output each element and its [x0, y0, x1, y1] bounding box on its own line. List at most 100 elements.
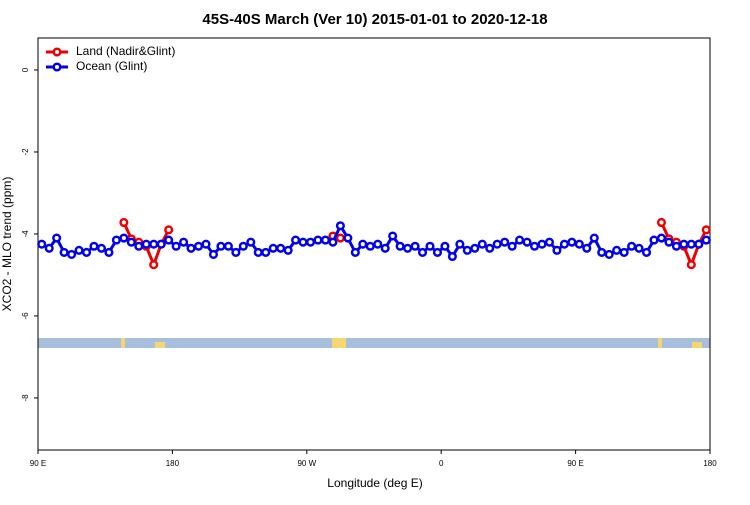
data-point — [193, 241, 204, 251]
data-point — [305, 237, 316, 247]
data-point — [111, 235, 121, 245]
data-point — [223, 241, 233, 251]
chart-title: 45S-40S March (Ver 10) 2015-01-01 to 202… — [202, 11, 547, 28]
y-tick-label: -6 — [21, 312, 30, 320]
y-tick-label: -2 — [21, 148, 30, 156]
data-point — [171, 241, 181, 251]
legend-label: Land (Nadir&Glint) — [76, 44, 175, 58]
data-point — [283, 245, 293, 255]
data-point — [335, 221, 345, 231]
data-point — [485, 243, 495, 253]
data-point — [119, 217, 129, 228]
land-patch — [658, 338, 662, 348]
data-point — [567, 237, 577, 247]
data-point — [395, 241, 405, 251]
data-point — [358, 239, 368, 249]
data-point — [44, 243, 54, 253]
data-point — [627, 241, 637, 251]
data-point — [432, 247, 443, 257]
x-axis-label: Longitude (deg E) — [327, 476, 422, 490]
data-point — [186, 243, 196, 253]
data-point — [417, 247, 428, 257]
data-point — [59, 247, 69, 257]
data-point — [574, 239, 584, 249]
data-point — [335, 233, 345, 243]
data-point — [126, 237, 136, 247]
data-point — [589, 233, 599, 243]
y-tick-label: 0 — [21, 67, 30, 72]
data-point — [253, 247, 263, 257]
data-point — [612, 245, 622, 255]
data-point — [134, 241, 144, 251]
data-point — [164, 225, 174, 235]
data-point — [141, 239, 151, 249]
data-point — [671, 241, 681, 251]
data-point — [515, 235, 525, 245]
data-point — [67, 249, 77, 260]
data-point — [462, 245, 472, 255]
data-point — [52, 233, 62, 243]
data-point — [470, 243, 480, 253]
data-point — [507, 241, 517, 251]
data-point — [552, 245, 562, 255]
data-point — [500, 237, 510, 247]
data-point — [291, 235, 301, 245]
data-point — [164, 235, 174, 245]
data-point — [388, 231, 398, 241]
data-point — [440, 241, 450, 251]
data-point — [365, 241, 375, 251]
data-point — [320, 235, 331, 245]
data-point — [619, 247, 629, 257]
data-point — [492, 239, 502, 249]
x-tick-label: 180 — [703, 459, 717, 468]
data-point — [410, 241, 420, 251]
data-point — [537, 239, 547, 249]
x-tick-label: 90 E — [567, 459, 583, 468]
data-point — [455, 239, 465, 249]
data-point — [201, 239, 211, 249]
x-tick-label: 0 — [439, 459, 444, 468]
data-point — [149, 239, 159, 249]
data-point — [96, 243, 107, 253]
x-tick-label: 90 W — [297, 459, 316, 468]
data-point — [268, 243, 278, 253]
data-point — [649, 235, 659, 245]
data-point — [37, 239, 47, 249]
data-point — [231, 247, 241, 257]
data-point — [522, 237, 532, 247]
land-patch — [121, 338, 125, 348]
legend-label: Ocean (Glint) — [76, 59, 147, 73]
legend-marker — [52, 47, 62, 57]
data-point — [261, 247, 271, 257]
data-point — [81, 247, 92, 257]
data-point — [313, 235, 323, 245]
data-point — [559, 239, 569, 249]
data-point — [701, 235, 711, 245]
y-tick-label: -4 — [21, 230, 30, 238]
land-strip — [38, 338, 710, 348]
ocean-strip — [38, 338, 710, 348]
land-patch — [332, 338, 346, 348]
data-point — [74, 245, 84, 255]
data-point — [119, 233, 129, 243]
data-point — [686, 239, 696, 249]
data-point — [529, 241, 540, 251]
data-point — [343, 233, 353, 243]
data-point — [216, 241, 226, 251]
data-point — [350, 247, 360, 257]
data-point — [664, 237, 674, 247]
data-point — [544, 237, 555, 247]
data-point — [656, 217, 667, 228]
data-point — [246, 237, 256, 247]
data-point — [582, 243, 592, 253]
data-point — [156, 239, 166, 249]
data-point — [208, 249, 219, 260]
x-tick-label: 180 — [166, 459, 180, 468]
y-axis-label: XCO2 - MLO trend (ppm) — [0, 177, 14, 312]
data-point — [425, 241, 435, 251]
data-point — [89, 241, 99, 251]
data-point — [634, 243, 644, 253]
data-point — [694, 239, 704, 249]
data-point — [179, 237, 189, 247]
